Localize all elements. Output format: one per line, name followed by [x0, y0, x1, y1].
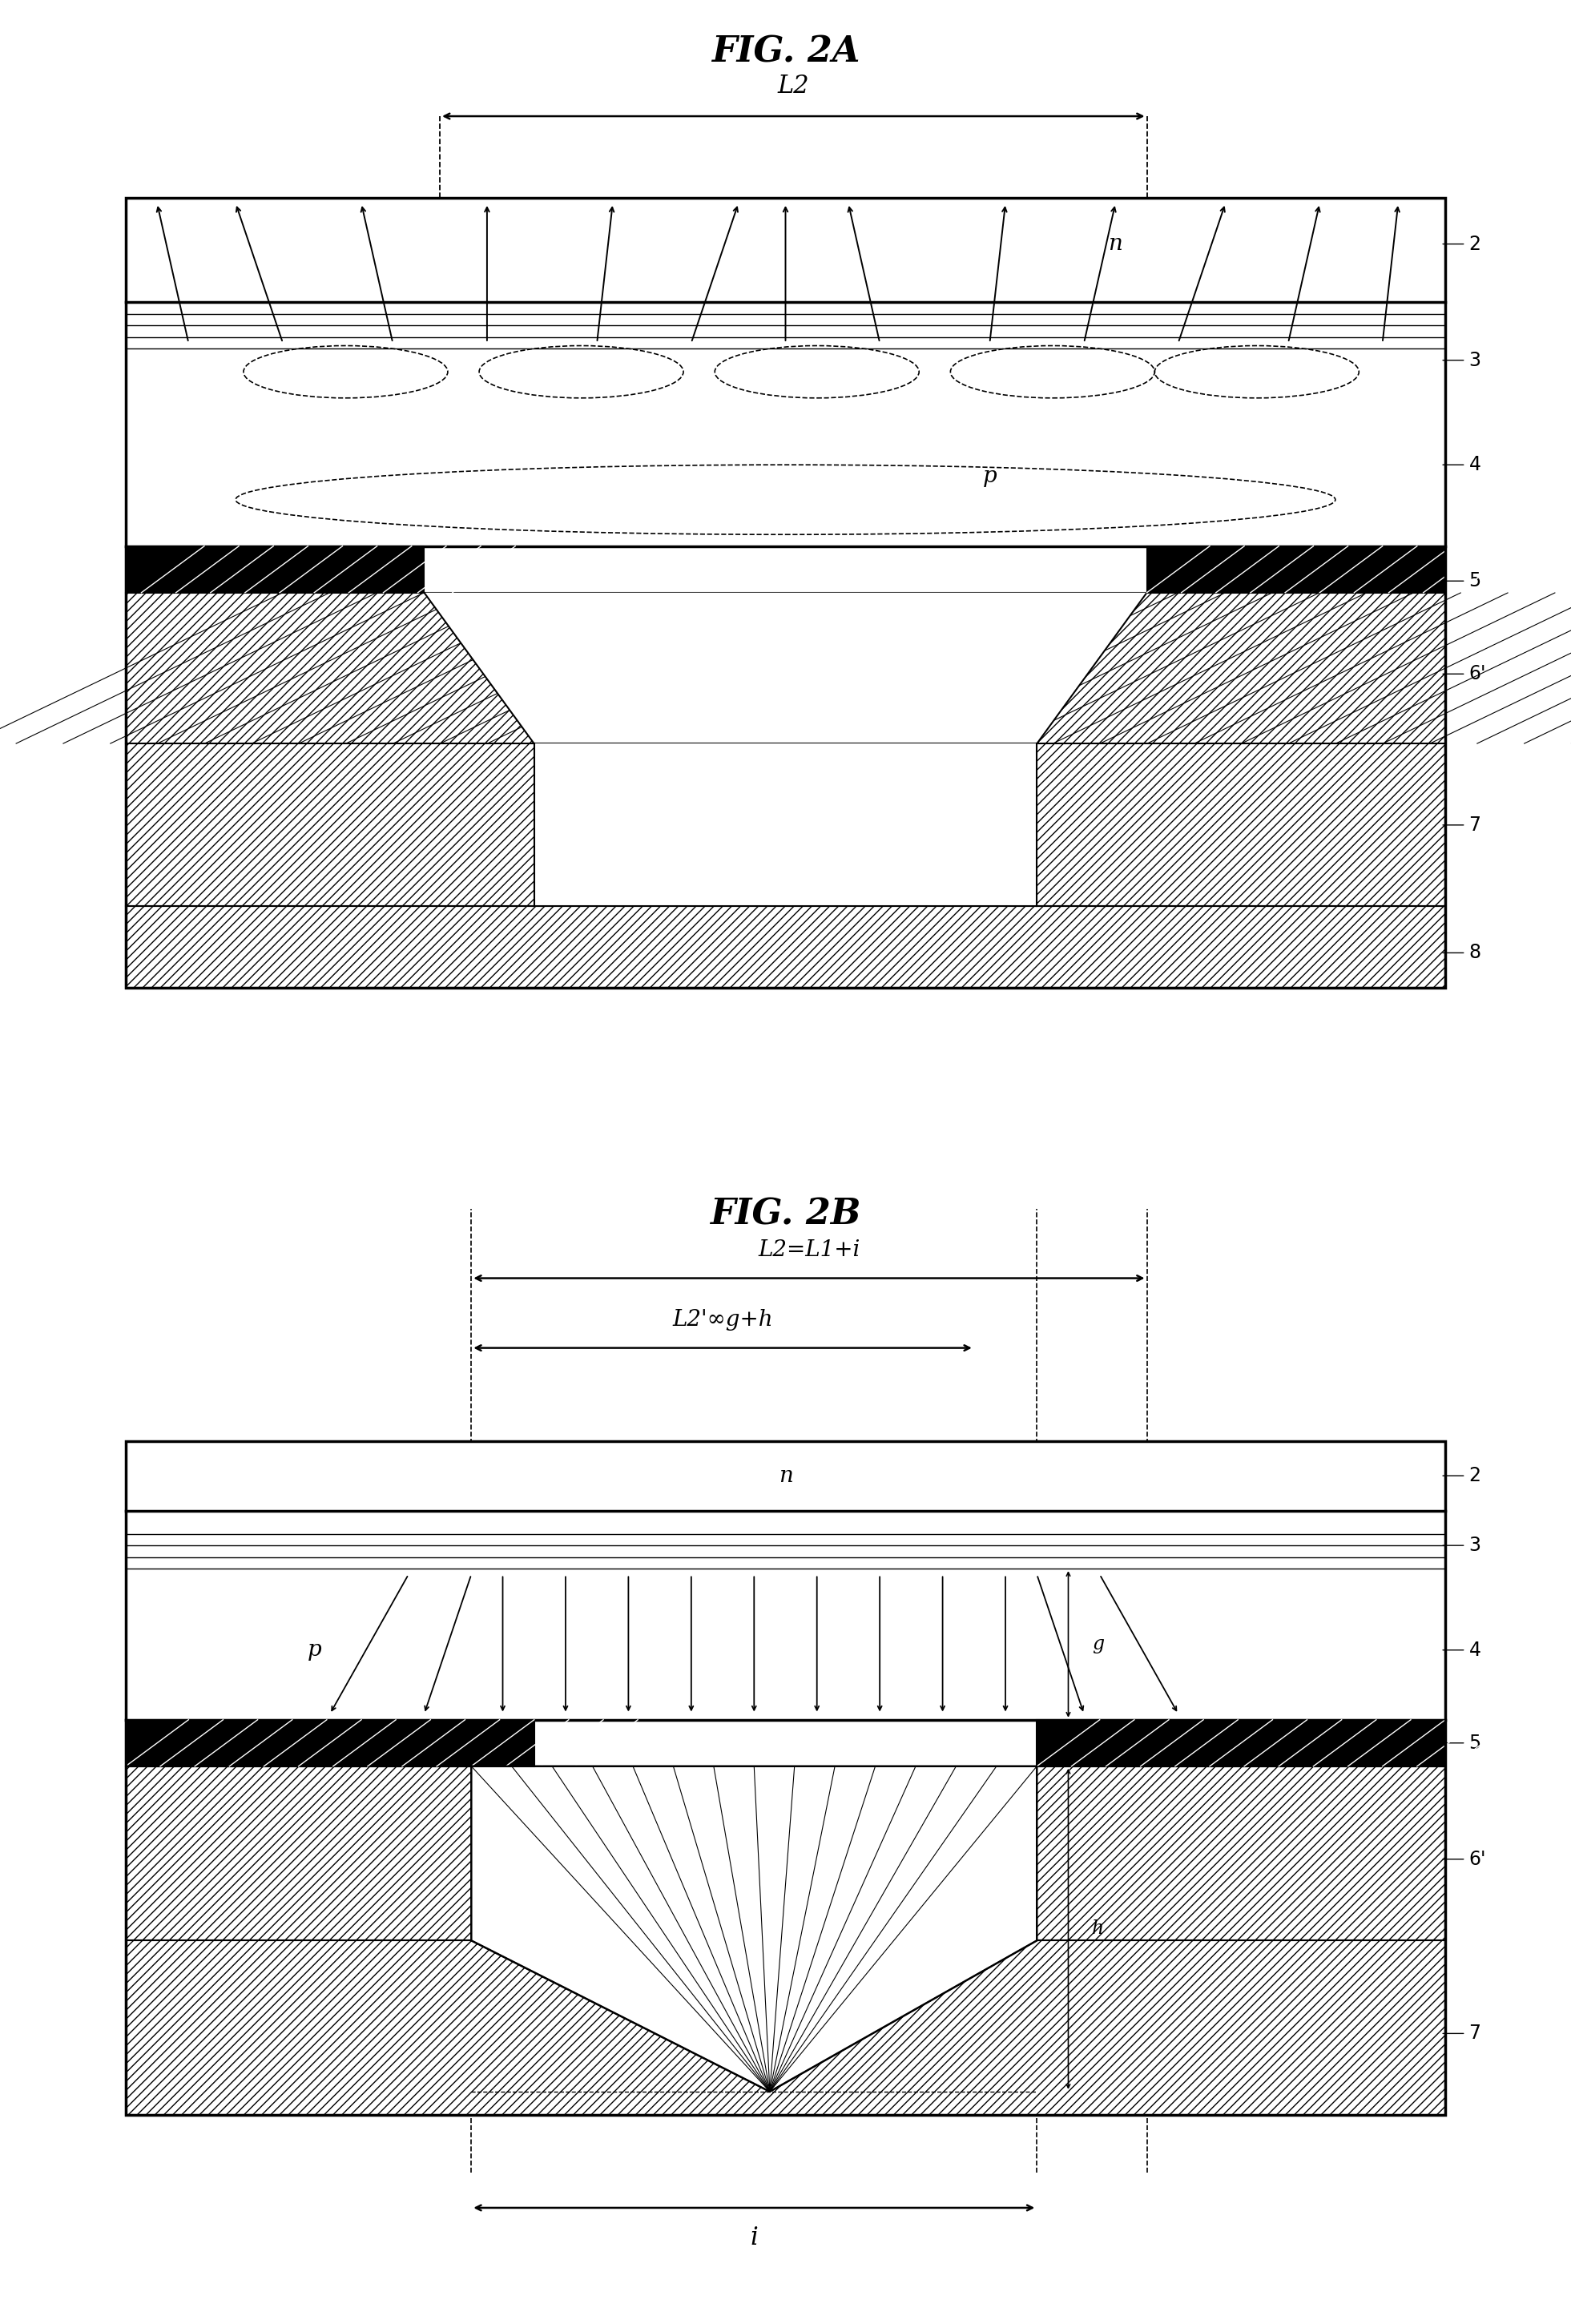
Text: 4: 4	[1469, 1641, 1481, 1659]
Text: n: n	[1108, 232, 1123, 256]
Text: h: h	[1092, 1920, 1104, 1938]
Text: 5: 5	[1469, 1734, 1481, 1752]
Bar	[126, 744, 534, 906]
Text: FIG. 2A: FIG. 2A	[712, 35, 859, 70]
Bar	[1037, 1720, 1445, 1766]
Text: 3: 3	[1469, 1536, 1481, 1555]
Bar	[1037, 744, 1445, 906]
Text: L2'∞g+h: L2'∞g+h	[672, 1308, 773, 1329]
Text: FIG. 2B: FIG. 2B	[710, 1197, 861, 1232]
Bar	[1147, 546, 1445, 593]
Bar	[126, 302, 1445, 546]
Text: 2: 2	[1469, 1466, 1481, 1485]
Bar	[126, 1720, 534, 1766]
Bar	[126, 1511, 1445, 1720]
Text: 7: 7	[1469, 2024, 1481, 2043]
Bar	[126, 1441, 1445, 1511]
Text: L2=L1+i: L2=L1+i	[759, 1239, 859, 1260]
Polygon shape	[471, 1766, 1037, 2092]
Text: g: g	[1092, 1636, 1104, 1652]
Bar	[126, 198, 1445, 302]
Text: p: p	[306, 1638, 322, 1662]
Bar	[126, 1766, 1445, 1941]
Text: 6': 6'	[1469, 665, 1486, 683]
Bar	[126, 198, 1445, 988]
Polygon shape	[424, 593, 1147, 744]
Text: 5: 5	[1469, 572, 1481, 590]
Text: 7: 7	[1469, 816, 1481, 834]
Text: p: p	[982, 465, 998, 488]
Text: L2: L2	[778, 74, 809, 98]
Bar	[126, 1441, 1445, 2115]
Text: 8: 8	[1469, 944, 1481, 962]
Bar	[126, 546, 424, 593]
Text: 2: 2	[1469, 235, 1481, 253]
Text: i: i	[751, 2226, 757, 2250]
Text: 4: 4	[1469, 456, 1481, 474]
Text: 3: 3	[1469, 351, 1481, 370]
Text: 6': 6'	[1469, 1850, 1486, 1868]
Text: n: n	[778, 1464, 793, 1487]
Bar	[126, 1941, 1445, 2115]
Bar	[126, 593, 1445, 744]
Bar	[126, 906, 1445, 988]
